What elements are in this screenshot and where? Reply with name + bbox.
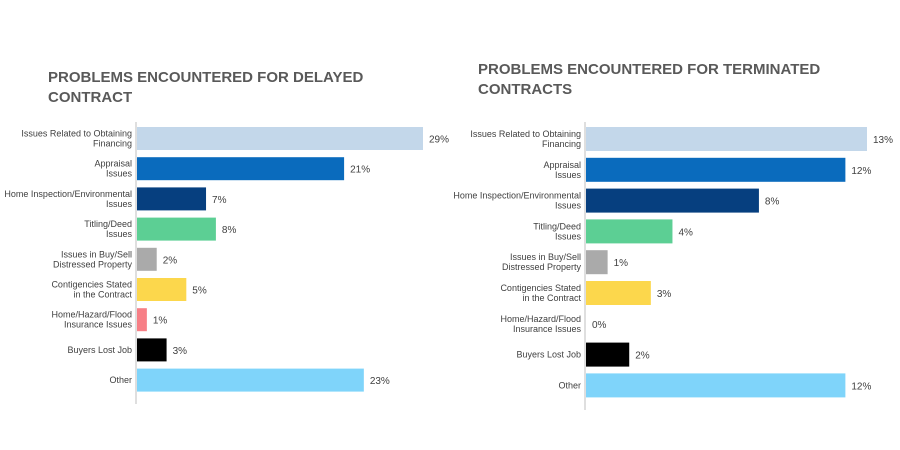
value-label-0-7: 3% bbox=[173, 346, 188, 357]
bar-0-0 bbox=[137, 127, 423, 150]
chart-0: 29% Issues Related to Obtaining Financing 2… bbox=[4, 122, 449, 404]
bar-0-1 bbox=[137, 157, 345, 181]
category-label-1-2: Home Inspection/Environmental Issues bbox=[453, 191, 581, 211]
category-label-0-6: Home/Hazard/Flood Insurance Issues bbox=[51, 310, 132, 330]
bar-0-5 bbox=[137, 278, 187, 301]
value-label-1-2: 8% bbox=[765, 197, 780, 208]
bar-1-0 bbox=[586, 127, 867, 151]
category-label-0-4: Issues in Buy/Sell Distressed Property bbox=[53, 249, 133, 269]
value-label-1-5: 3% bbox=[657, 289, 672, 300]
value-label-1-1: 12% bbox=[851, 166, 871, 177]
category-label-0-0: Issues Related to Obtaining Financing bbox=[21, 129, 132, 149]
bar-1-1 bbox=[586, 157, 846, 182]
category-label-0-7: Buyers Lost Job bbox=[67, 345, 132, 355]
category-label-0-1: Appraisal Issues bbox=[94, 159, 132, 179]
value-label-1-6: 0% bbox=[592, 320, 607, 331]
value-label-0-4: 2% bbox=[163, 255, 178, 266]
value-label-1-3: 4% bbox=[678, 227, 693, 238]
bar-0-4 bbox=[137, 247, 157, 271]
chart-title-terminated: PROBLEMS ENCOUNTERED FOR TERMINATED CONT… bbox=[478, 61, 821, 98]
category-label-0-8: Other bbox=[109, 375, 132, 385]
category-label-1-1: Appraisal Issues bbox=[543, 160, 581, 180]
chart-title-delayed: PROBLEMS ENCOUNTERED FOR DELAYED CONTRAC… bbox=[48, 69, 364, 106]
category-label-1-0: Issues Related to Obtaining Financing bbox=[470, 129, 581, 149]
value-label-0-2: 7% bbox=[212, 195, 227, 206]
value-label-0-6: 1% bbox=[153, 316, 168, 327]
chart-1: 13% Issues Related to Obtaining Financing 1… bbox=[453, 122, 893, 410]
value-label-1-4: 1% bbox=[614, 258, 629, 269]
bar-0-6 bbox=[137, 308, 147, 332]
bar-1-4 bbox=[586, 250, 608, 275]
category-label-1-7: Buyers Lost Job bbox=[516, 350, 581, 360]
bar-1-3 bbox=[586, 219, 673, 244]
category-label-1-4: Issues in Buy/Sell Distressed Property bbox=[502, 252, 582, 272]
bar-0-3 bbox=[137, 217, 216, 241]
bar-1-2 bbox=[586, 188, 759, 213]
bar-1-5 bbox=[586, 281, 651, 305]
category-label-0-2: Home Inspection/Environmental Issues bbox=[4, 189, 132, 209]
value-label-0-8: 23% bbox=[370, 376, 390, 387]
bar-0-8 bbox=[137, 368, 364, 392]
value-label-1-7: 2% bbox=[635, 351, 650, 362]
bar-1-8 bbox=[586, 373, 846, 398]
value-label-0-5: 5% bbox=[192, 286, 207, 297]
value-label-1-0: 13% bbox=[873, 135, 893, 146]
category-label-1-6: Home/Hazard/Flood Insurance Issues bbox=[500, 314, 581, 334]
bar-0-2 bbox=[137, 187, 207, 211]
bar-1-7 bbox=[586, 342, 630, 367]
category-label-1-5: Contigencies Stated in the Contract bbox=[500, 283, 581, 303]
category-label-0-5: Contigencies Stated in the Contract bbox=[51, 280, 132, 300]
value-label-0-3: 8% bbox=[222, 225, 237, 236]
category-label-1-3: Titling/Deed Issues bbox=[533, 221, 581, 241]
category-label-0-3: Titling/Deed Issues bbox=[84, 219, 132, 239]
value-label-0-1: 21% bbox=[350, 165, 370, 176]
value-label-0-0: 29% bbox=[429, 135, 449, 146]
category-label-1-8: Other bbox=[558, 380, 581, 390]
bar-0-7 bbox=[137, 338, 167, 362]
value-label-1-8: 12% bbox=[851, 381, 871, 392]
